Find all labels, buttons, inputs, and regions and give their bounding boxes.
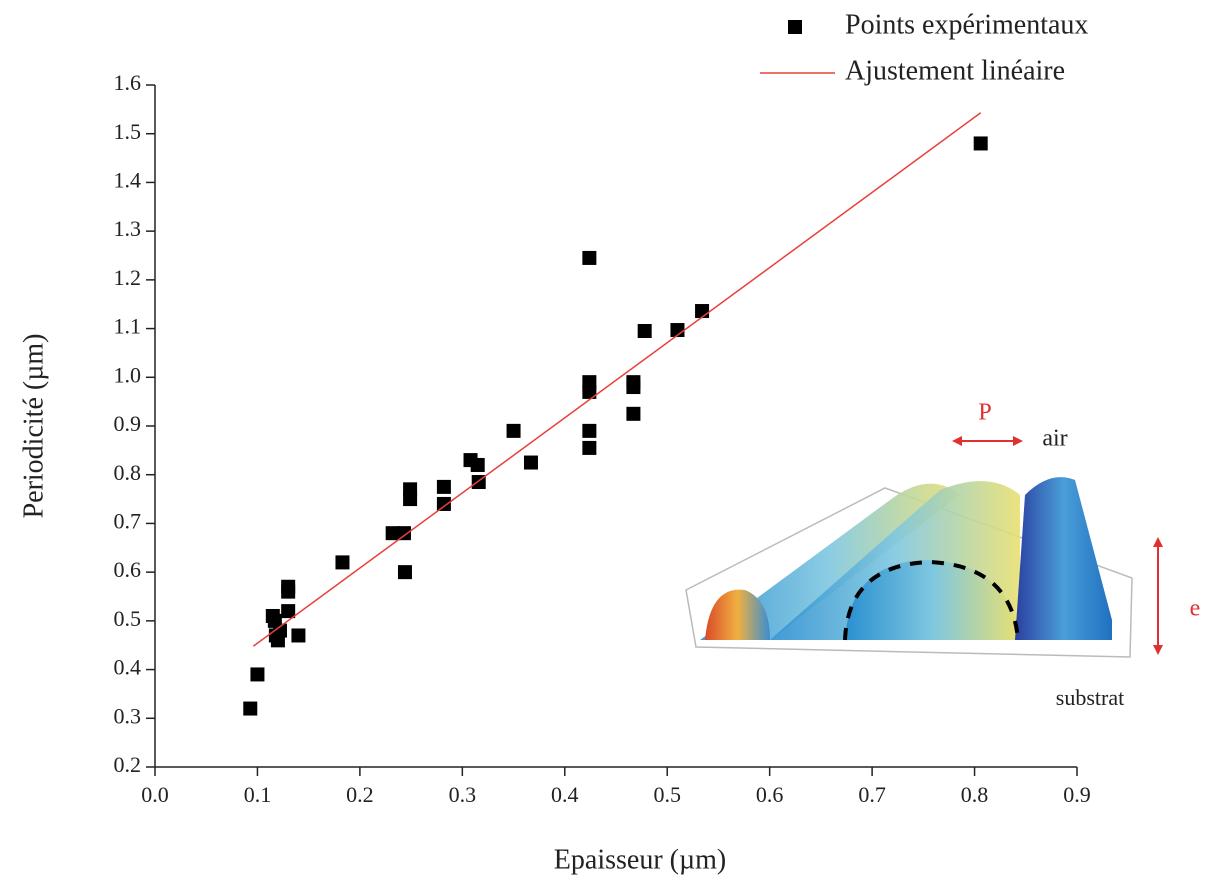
data-point xyxy=(582,384,597,399)
annotation: substrat xyxy=(1056,685,1124,710)
data-point xyxy=(436,496,451,511)
data-point xyxy=(582,440,597,455)
inset-illustration xyxy=(685,436,1163,658)
x-tick-label: 0.9 xyxy=(1063,782,1091,807)
data-point xyxy=(637,324,652,339)
y-tick-label: 1.2 xyxy=(114,265,142,290)
y-tick-label: 0.5 xyxy=(114,606,142,631)
annotation: air xyxy=(1042,426,1067,452)
annotation: P xyxy=(978,400,991,426)
data-point xyxy=(436,479,451,494)
y-tick-label: 1.4 xyxy=(114,167,142,192)
data-point xyxy=(626,406,641,421)
data-point xyxy=(582,250,597,265)
data-point xyxy=(626,380,641,395)
data-point xyxy=(973,136,988,151)
data-point xyxy=(281,604,296,619)
data-point xyxy=(396,526,411,541)
y-tick-label: 0.4 xyxy=(114,655,142,680)
x-tick-label: 0.0 xyxy=(141,782,169,807)
data-point xyxy=(670,323,685,338)
y-tick-label: 1.3 xyxy=(114,216,142,241)
y-tick-label: 1.1 xyxy=(114,314,142,339)
data-point xyxy=(523,455,538,470)
y-tick-label: 1.6 xyxy=(114,70,142,95)
y-tick-label: 0.6 xyxy=(114,557,142,582)
y-tick-label: 0.3 xyxy=(114,703,142,728)
y-tick-label: 1.0 xyxy=(114,362,142,387)
y-axis-label: Periodicité (µm) xyxy=(18,334,49,519)
x-tick-label: 0.5 xyxy=(653,782,681,807)
x-tick-label: 0.8 xyxy=(961,782,989,807)
data-point xyxy=(470,457,485,472)
x-tick-label: 0.3 xyxy=(449,782,477,807)
x-tick-label: 0.2 xyxy=(346,782,374,807)
data-point xyxy=(281,584,296,599)
x-axis-label: Epaisseur (µm) xyxy=(554,844,726,875)
fit-line xyxy=(252,112,982,647)
data-point xyxy=(403,492,418,507)
data-point xyxy=(250,667,265,682)
y-tick-label: 1.5 xyxy=(114,119,142,144)
data-point xyxy=(291,628,306,643)
y-tick-label: 0.8 xyxy=(114,460,142,485)
y-tick-label: 0.7 xyxy=(114,508,142,533)
legend-label: Points expérimentaux xyxy=(845,9,1088,40)
data-point xyxy=(272,623,287,638)
y-tick-label: 0.2 xyxy=(114,752,142,777)
x-tick-label: 0.1 xyxy=(244,782,272,807)
data-point xyxy=(582,423,597,438)
y-tick-label: 0.9 xyxy=(114,411,142,436)
x-tick-label: 0.4 xyxy=(551,782,579,807)
data-point xyxy=(695,304,710,319)
data-point xyxy=(243,701,258,716)
data-point xyxy=(506,423,521,438)
data-point xyxy=(335,555,350,570)
annotation: e xyxy=(1190,596,1201,622)
x-tick-label: 0.6 xyxy=(756,782,784,807)
legend-marker xyxy=(788,20,802,34)
data-point xyxy=(385,526,400,541)
legend-label: Ajustement linéaire xyxy=(845,55,1065,86)
x-tick-label: 0.7 xyxy=(858,782,886,807)
data-point xyxy=(397,565,412,580)
